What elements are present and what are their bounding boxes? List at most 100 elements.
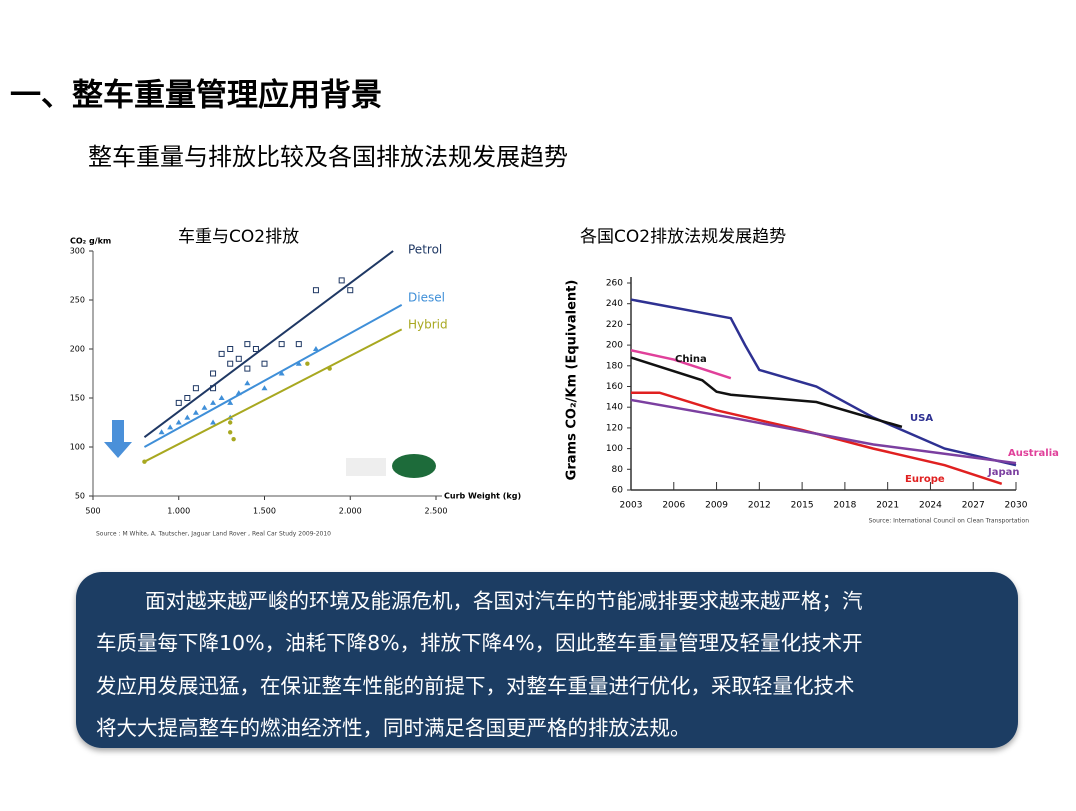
data-point [261,385,268,391]
x-tick-label: 2015 [791,501,814,511]
summary-line: 发应用发展迅猛，在保证整车性能的前提下，对整车重量进行优化，采取轻量化技术 [96,674,855,698]
data-point [192,385,199,392]
data-point [235,390,242,396]
data-point [184,395,191,401]
data-point [201,404,208,410]
data-point [261,360,268,367]
data-point [158,429,165,435]
series-line [630,398,1017,465]
data-point [228,420,233,425]
series-label: Hybrid [408,318,448,332]
series-label: Australia [1008,448,1059,459]
data-point [347,287,354,294]
trend-line [143,328,403,463]
y-tick-label: 200 [606,341,623,351]
data-point [227,399,234,405]
x-tick-label: 2027 [962,501,985,511]
data-point [227,346,234,352]
trend-line [143,250,394,439]
y-tick-label: 100 [606,444,623,454]
x-tick-label: 500 [85,507,100,516]
logo [392,454,436,478]
data-point [312,346,319,351]
y-tick-label: 200 [70,345,85,354]
source-note: Source: International Council on Clean T… [869,518,1030,525]
series-label: Europe [905,474,945,485]
x-tick-label: 2.000 [339,507,362,516]
y-axis-label: CO₂ g/km [70,237,111,246]
data-point [218,395,225,400]
y-tick-label: 180 [606,361,623,371]
y-tick-label: 140 [606,403,623,413]
summary-box [76,572,1018,748]
y-tick-label: 150 [70,394,85,403]
x-tick-label: 2009 [705,501,728,511]
summary-line: 将大大提高整车的燃油经济性，同时满足各国更严格的排放法规。 [96,716,691,740]
series-label: Petrol [408,243,442,257]
x-tick-label: 1.000 [167,507,190,516]
slide-subtitle: 整车重量与排放比较及各国排放法规发展趋势 [88,143,568,171]
x-tick-label: 2012 [748,501,771,511]
data-point [167,424,174,430]
data-point [227,360,234,367]
arrow-icon [104,420,132,458]
summary-line: 车质量每下降10%，油耗下降8%，排放下降4%，因此整车重量管理及轻量化技术开 [96,631,863,655]
x-tick-label: 1.500 [253,507,276,516]
x-tick-label: 2.500 [425,507,448,516]
summary-line: 面对越来越严峻的环境及能源危机，各国对汽车的节能减排要求越来越严格；汽 [145,589,863,613]
y-tick-label: 260 [606,279,623,289]
series-label: Japan [987,467,1020,478]
logo [346,458,386,476]
data-point [175,399,182,406]
data-point [192,409,199,415]
data-point [184,414,191,420]
source-note: Source : M White, A. Tautscher, Jaguar L… [96,531,331,538]
data-point [327,366,332,371]
x-tick-label: 2003 [620,501,643,511]
series-label: USA [910,413,933,424]
y-axis-label: Grams CO₂/Km (Equivalent) [565,280,580,481]
data-point [175,419,182,425]
series-label: Diesel [408,291,445,305]
series-line [631,391,1003,485]
y-tick-label: 80 [612,465,624,475]
data-point [244,380,251,386]
slide-title: 一、整车重量管理应用背景 [10,78,382,114]
data-point [338,277,345,284]
chart-title: 各国CO2排放法规发展趋势 [580,227,786,247]
x-tick-label: 2021 [876,501,899,511]
data-point [278,341,285,348]
y-tick-label: 220 [606,320,623,330]
data-point [228,430,233,435]
data-point [210,419,217,425]
data-point [210,370,217,377]
data-point [295,360,302,366]
x-tick-label: 2030 [1005,501,1028,511]
data-point [210,399,217,405]
x-tick-label: 2018 [833,501,856,511]
data-point [312,287,319,294]
series-line [630,298,1017,467]
data-point [252,346,259,352]
series-line [630,356,903,429]
data-point [244,341,251,348]
y-tick-label: 120 [606,423,623,433]
y-tick-label: 300 [70,247,85,256]
data-point [235,355,242,362]
data-point [278,370,285,376]
y-tick-label: 60 [612,486,624,496]
data-point [218,350,225,357]
series-label: China [675,354,707,365]
data-point [142,459,147,464]
data-point [210,385,217,392]
chart-title: 车重与CO2排放 [178,227,299,247]
data-point [244,365,251,372]
y-tick-label: 160 [606,382,623,392]
y-tick-label: 50 [75,492,85,501]
x-axis-label: Curb Weight (kg) [444,492,521,501]
y-tick-label: 240 [606,299,623,309]
series-line [630,349,732,380]
x-tick-label: 2024 [919,501,942,511]
